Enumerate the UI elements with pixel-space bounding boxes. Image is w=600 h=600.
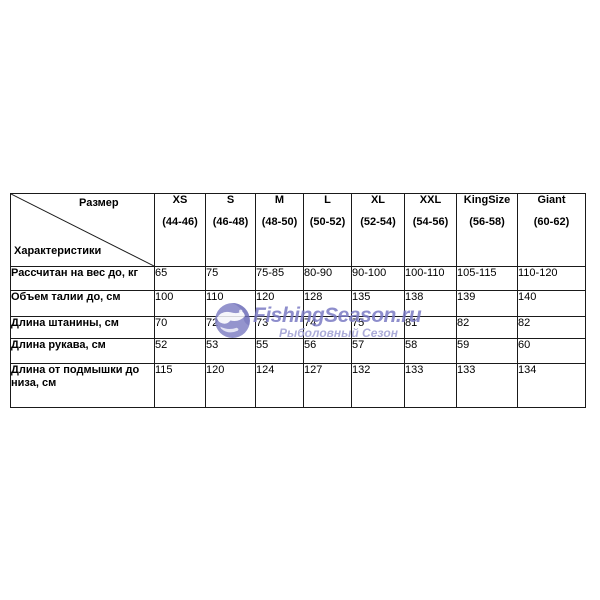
table-cell: 127	[303, 363, 352, 408]
size-range: (60-62)	[533, 216, 570, 228]
table-cell: 115	[154, 363, 206, 408]
table-cell: 133	[404, 363, 457, 408]
table-cell: 138	[404, 290, 457, 317]
column-header-xxl: XXL (54-56)	[404, 193, 457, 267]
globe-icon	[215, 303, 250, 338]
column-header-m: M (48-50)	[255, 193, 304, 267]
column-header-giant: Giant (60-62)	[517, 193, 586, 267]
row-label: Объем талии до, см	[10, 290, 155, 317]
table-cell: 82	[456, 316, 518, 339]
size-name: S	[226, 194, 235, 207]
size-name: M	[274, 194, 285, 207]
diagonal-divider-line	[11, 194, 154, 266]
table-cell: 75-85	[255, 266, 304, 291]
size-name: XXL	[419, 194, 442, 207]
table-cell: 120	[255, 290, 304, 317]
header-row: Размер Характеристики XS (44-46) S (46-4…	[10, 193, 586, 267]
table-cell: 105-115	[456, 266, 518, 291]
table-cell: 139	[456, 290, 518, 317]
column-header-kingsize: KingSize (56-58)	[456, 193, 518, 267]
table-cell: 135	[351, 290, 405, 317]
table-cell: 134	[517, 363, 586, 408]
corner-cell: Размер Характеристики	[10, 193, 155, 267]
watermark-subtitle: Рыболовный Сезон	[279, 326, 398, 340]
size-range: (50-52)	[309, 216, 346, 228]
table-row-leg: Длина штанины, см 70 72 73 74 75 81 82 8…	[10, 316, 586, 339]
table-cell: 65	[154, 266, 206, 291]
size-name: Giant	[537, 194, 566, 207]
size-name: KingSize	[463, 194, 511, 207]
table-cell: 58	[404, 338, 457, 364]
table-cell: 140	[517, 290, 586, 317]
table-cell: 70	[154, 316, 206, 339]
size-name: XS	[172, 194, 188, 207]
watermark: FishingSeason.ru Рыболовный Сезон	[214, 302, 422, 340]
corner-characteristics-label: Характеристики	[14, 245, 102, 257]
table-cell: 52	[154, 338, 206, 364]
size-range: (56-58)	[469, 216, 505, 228]
row-label: Длина рукава, см	[10, 338, 155, 364]
table-cell: 110-120	[517, 266, 586, 291]
table-cell: 60	[517, 338, 586, 364]
table-cell: 56	[303, 338, 352, 364]
table-cell: 133	[456, 363, 518, 408]
table-cell: 57	[351, 338, 405, 364]
table-cell: 53	[205, 338, 256, 364]
column-header-xs: XS (44-46)	[154, 193, 206, 267]
size-name: L	[324, 194, 331, 207]
column-header-xl: XL (52-54)	[351, 193, 405, 267]
watermark-brand: FishingSeason.ru	[253, 304, 422, 327]
watermark-text: FishingSeason.ru Рыболовный Сезон	[253, 302, 422, 340]
row-label: Рассчитан на вес до, кг	[10, 266, 155, 291]
table-cell: 90-100	[351, 266, 405, 291]
table-row-armpit: Длина от подмышки до низа, см 115 120 12…	[10, 363, 586, 408]
table-cell: 132	[351, 363, 405, 408]
size-range: (54-56)	[412, 216, 449, 228]
size-name: XL	[370, 194, 386, 207]
table-cell: 80-90	[303, 266, 352, 291]
column-header-l: L (50-52)	[303, 193, 352, 267]
column-header-s: S (46-48)	[205, 193, 256, 267]
table-row-weight: Рассчитан на вес до, кг 65 75 75-85 80-9…	[10, 266, 586, 291]
table-cell: 100-110	[404, 266, 457, 291]
table-cell: 100	[154, 290, 206, 317]
table-cell: 75	[205, 266, 256, 291]
size-range: (48-50)	[261, 216, 298, 228]
table-cell: 55	[255, 338, 304, 364]
table-row-sleeve: Длина рукава, см 52 53 55 56 57 58 59 60	[10, 338, 586, 364]
size-table: Размер Характеристики XS (44-46) S (46-4…	[10, 193, 586, 408]
table-cell: 124	[255, 363, 304, 408]
corner-size-label: Размер	[79, 197, 119, 209]
table-cell: 120	[205, 363, 256, 408]
size-range: (52-54)	[360, 216, 396, 228]
table-cell: 59	[456, 338, 518, 364]
size-range: (44-46)	[162, 216, 198, 228]
row-label: Длина от подмышки до низа, см	[10, 363, 155, 408]
size-range: (46-48)	[212, 216, 249, 228]
row-label: Длина штанины, см	[10, 316, 155, 339]
table-cell: 82	[517, 316, 586, 339]
